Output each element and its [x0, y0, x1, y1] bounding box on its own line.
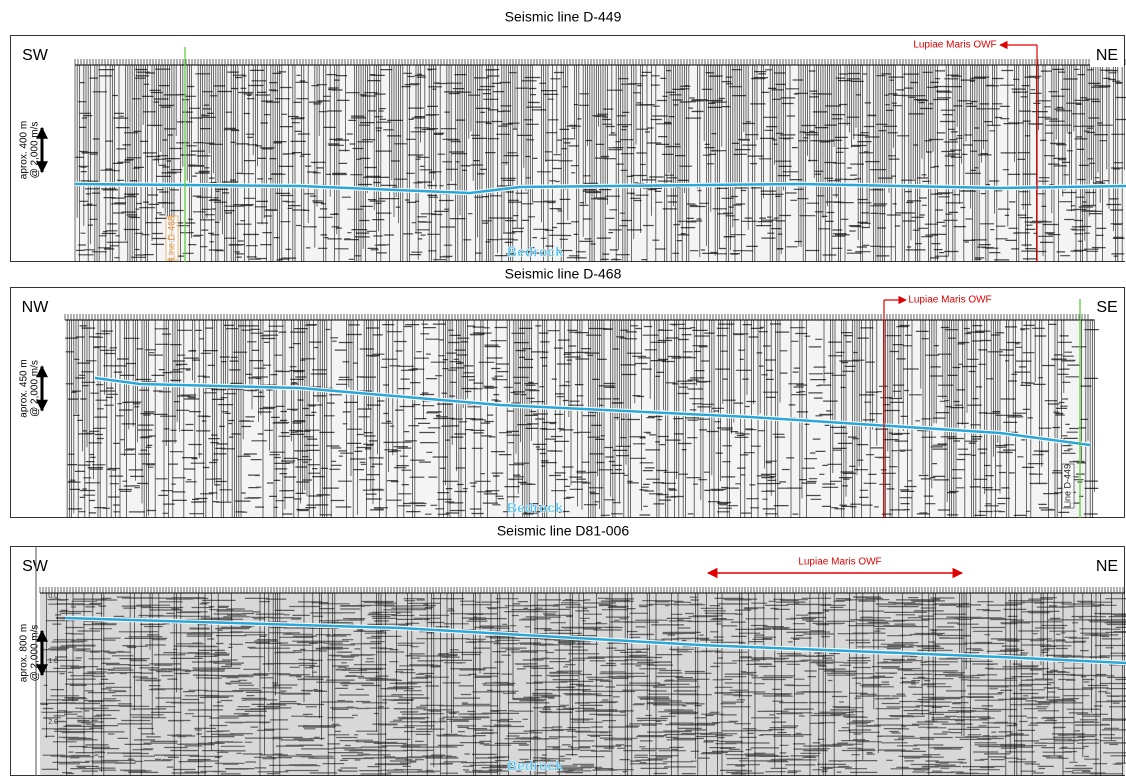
velocity-label: @ 2,000 m/s: [30, 360, 41, 417]
seismic-bg: [75, 65, 1125, 261]
depth-scale: aprox. 800 m@ 2,000 m/s: [19, 624, 41, 682]
panel-title: Seismic line D81-006: [497, 523, 629, 539]
time-label: 0.0: [48, 593, 58, 600]
depth-scale: aprox. 400 m@ 2,000 m/s: [19, 121, 41, 179]
crossing-label: Line D-449: [1062, 464, 1072, 508]
page: Seismic line D-449 Bedrock SW NE aprox. 400 …: [0, 0, 1126, 776]
owf-label: Lupiae Maris OWF: [913, 40, 996, 51]
depth-label: aprox. 400 m: [19, 121, 30, 179]
owf-label: Lupiae Maris OWF: [798, 557, 881, 568]
figure: Seismic line D-449 Bedrock SW NE aprox. 400 …: [0, 0, 1126, 776]
panel-title: Seismic line D-468: [505, 266, 622, 282]
crossing-label-group: Line D-449: [1062, 464, 1074, 508]
time-label: 1.0: [48, 658, 58, 665]
direction-left: SW: [22, 47, 49, 64]
crossing-label: Line D-468: [166, 216, 176, 260]
horizon-label: Bedrock: [507, 758, 563, 774]
direction-right: NE: [1096, 47, 1118, 64]
direction-right: SE: [1096, 299, 1117, 316]
owf-label: Lupiae Maris OWF: [908, 295, 991, 306]
panel-title: Seismic line D-449: [505, 9, 622, 25]
depth-label: aprox. 450 m: [19, 359, 30, 417]
direction-left: NW: [22, 299, 50, 316]
horizon-label: Bedrock: [507, 500, 563, 516]
direction-left: SW: [22, 558, 49, 575]
velocity-label: @ 2,000 m/s: [30, 625, 41, 682]
crossing-label-group: Line D-468: [166, 216, 178, 260]
depth-scale: aprox. 450 m@ 2,000 m/s: [19, 359, 41, 417]
direction-right: NE: [1096, 558, 1118, 575]
time-label: 2.0: [48, 719, 58, 726]
depth-label: aprox. 800 m: [19, 624, 30, 682]
velocity-label: @ 2,000 m/s: [30, 122, 41, 179]
horizon-label: Bedrock: [507, 244, 563, 260]
